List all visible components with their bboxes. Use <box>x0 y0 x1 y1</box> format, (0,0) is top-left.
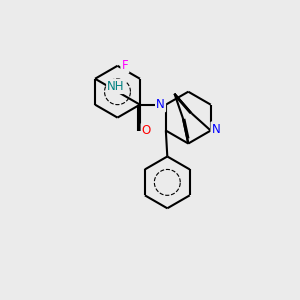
Text: F: F <box>122 59 128 72</box>
Text: N: N <box>156 98 165 111</box>
Text: O: O <box>142 124 151 137</box>
Text: N: N <box>212 123 220 136</box>
Text: NH: NH <box>107 80 125 93</box>
